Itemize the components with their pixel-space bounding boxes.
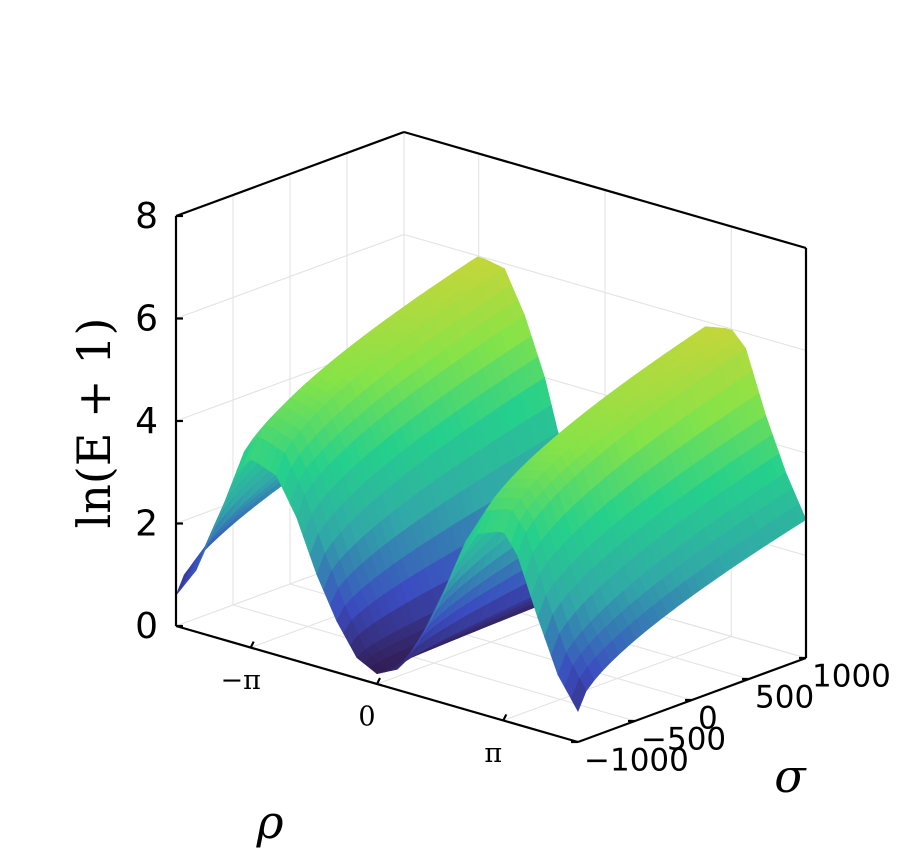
frame-edge — [403, 130, 807, 250]
z-axis-label: ln(E + 1) — [67, 318, 121, 529]
z-tick-label: 2 — [135, 504, 158, 545]
y-axis-label: σ — [774, 749, 807, 803]
x-tick-mark — [376, 677, 381, 685]
surface-patch — [182, 557, 198, 588]
surface-patch — [175, 565, 192, 596]
surface — [175, 256, 807, 712]
x-tick-label: π — [484, 738, 502, 769]
y-tick-label: 1000 — [812, 659, 891, 695]
x-tick-label: 0 — [358, 702, 375, 733]
x-axis-label: ρ — [255, 795, 283, 849]
z-tick-label: 8 — [135, 196, 158, 237]
z-tick-label: 6 — [135, 299, 158, 340]
grid-line — [232, 604, 636, 722]
y-tick-label: 0 — [698, 701, 718, 737]
frame-edge — [175, 130, 405, 218]
surface-patch — [189, 548, 205, 579]
z-tick-label: 4 — [135, 401, 158, 442]
y-tick-label: 500 — [755, 680, 814, 716]
y-tick-label: −500 — [641, 722, 726, 758]
x-tick-mark — [249, 641, 255, 649]
x-tick-label: −π — [221, 665, 261, 696]
y-tick-label: −1000 — [584, 743, 689, 779]
z-tick-label: 0 — [135, 606, 158, 647]
surface-patch — [570, 677, 587, 712]
x-tick-mark — [502, 713, 508, 721]
